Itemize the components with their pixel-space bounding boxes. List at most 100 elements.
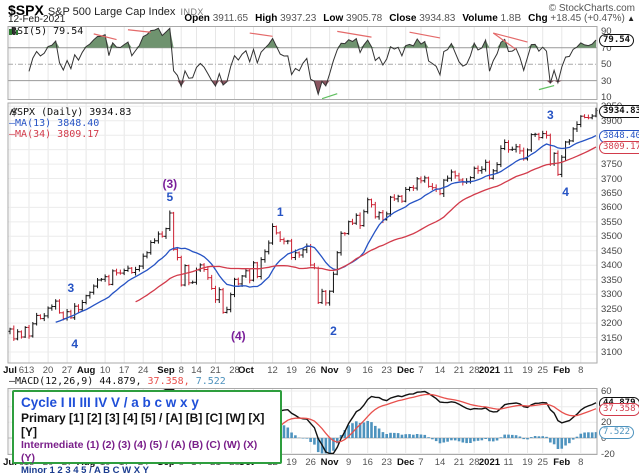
rsi-y-tick: 10 [601, 92, 612, 103]
ma13-line [55, 135, 597, 323]
x-tick-label: 17 [118, 365, 130, 376]
x-tick-label: Feb [553, 457, 571, 468]
ew-minor-line: Minor 1 2 3 4 5 / A B C W X Y [21, 465, 149, 476]
quote-value: +18.45 (+0.47%) [547, 13, 625, 24]
rsi-trendline [127, 29, 151, 33]
price-y-tick: 3400 [601, 260, 623, 272]
rsi-y-tick: 70 [601, 42, 612, 54]
price-y-tick: 3150 [601, 332, 623, 344]
value-pill: 79.54 [599, 33, 635, 47]
price-y-tick: 3650 [601, 187, 623, 199]
ew-primary-line: Primary [1] [2] [3] [4] [5] / [A] [B] [C… [21, 411, 265, 439]
price-legend-text: $SPX (Daily) 3934.83 [11, 107, 132, 118]
ma34-legend: —MA(34) 3809.17 [9, 129, 131, 140]
header-row-1: $SPX S&P 500 Large Cap Index INDX [8, 2, 204, 20]
x-tick-label: 11 [503, 457, 514, 468]
price-y-tick: 3700 [601, 173, 623, 185]
x-tick-label: 19 [522, 457, 533, 468]
ma34-legend-text: MA(34) 3809.17 [15, 129, 100, 140]
price-y-tick: 3600 [601, 202, 623, 214]
macd-name: MACD(12,26,9) 44.879, [15, 376, 142, 387]
exchange-label: INDX [180, 7, 204, 17]
ew-cycle-line: Cycle I II III IV V / a b c w x y [21, 395, 199, 410]
price-y-tick: 3500 [601, 231, 623, 243]
rsi-line [28, 27, 597, 96]
index-name: S&P 500 Large Cap Index [47, 6, 176, 18]
price-y-tick: 3900 [601, 115, 623, 127]
price-y-tick: 3200 [601, 318, 623, 330]
price-y-tick: 3750 [601, 159, 623, 171]
x-tick-label: Aug [76, 365, 96, 376]
macd-signal-value: 37.358, [147, 376, 190, 387]
rsi-trendline [409, 31, 441, 39]
rsi-legend-text: RSI(5) 79.54 [11, 26, 84, 37]
rsi-trendline [249, 32, 273, 37]
rsi-trendline [93, 33, 117, 41]
x-tick-label: 19 [286, 457, 297, 468]
symbol: $SPX [8, 2, 44, 18]
x-tick-label: 25 [537, 457, 548, 468]
quote-value: 3911.65 [209, 13, 249, 24]
x-tick-label: 8 [578, 365, 584, 376]
rsi-y-tick: 30 [601, 75, 612, 87]
macd-value: 44.879 [99, 376, 136, 387]
x-tick-label: 26 [305, 457, 316, 468]
x-tick-label: 21 [210, 365, 221, 376]
rsi-oversold-fill [29, 80, 596, 95]
quote-value: 1.8B [497, 13, 522, 24]
rsi-legend: RSI(5) 79.54 [9, 26, 83, 37]
x-tick-label: 7 [418, 365, 424, 376]
x-tick-label: 14 [191, 365, 202, 376]
x-tick-label: 21 [453, 365, 465, 376]
rsi-trendline [493, 32, 528, 43]
x-tick-label: 21 [453, 457, 465, 468]
price-y-tick: 3300 [601, 289, 623, 301]
x-tick-label: Dec [397, 365, 415, 376]
macd-legend: —MACD(12,26,9) 44.879, 37.358, 7.522 [9, 376, 226, 387]
wave-label: 1 [276, 205, 284, 220]
rsi-panel-border [7, 26, 598, 100]
ew-intermediate-line: Intermediate (1) (2) (3) (4) (5) / (A) (… [21, 439, 258, 464]
ma13-swatch: — [9, 118, 16, 129]
rsi-y-tick: 90 [601, 26, 612, 38]
quote-label: Open [184, 13, 210, 24]
x-tick-label: 14 [434, 457, 446, 468]
x-tick-label: 28 [468, 365, 480, 376]
quote-row: Open 3911.65 High 3937.23 Low 3905.78 Close… [177, 13, 635, 24]
x-tick-label: 14 [434, 365, 446, 376]
x-tick-label: 7 [418, 457, 424, 468]
wave-label: 2 [330, 323, 337, 338]
x-tick-label: Dec [397, 457, 415, 468]
rsi-y-tick: 50 [601, 59, 612, 71]
macd-hist-value: 7.522 [195, 376, 226, 387]
x-tick-label: Oct [238, 365, 254, 376]
x-tick-label: 9 [346, 365, 352, 376]
x-tick-label: 16 [362, 457, 373, 468]
x-tick-label: 6 [18, 365, 25, 376]
price-y-tick: 3550 [601, 216, 623, 228]
wave-label: 3 [546, 107, 554, 122]
wave-label: (4) [230, 329, 246, 344]
rsi-trendline [492, 32, 517, 50]
price-y-tick: 3250 [601, 303, 623, 315]
ma34-line [135, 146, 597, 303]
x-tick-label: 10 [99, 365, 111, 376]
x-tick-label: Feb [553, 365, 571, 376]
value-pill: 7.522 [599, 426, 635, 440]
x-tick-label: 26 [305, 365, 316, 376]
x-tick-label: 9 [346, 457, 352, 468]
wave-label: 4 [562, 185, 569, 200]
quote-label: Close [389, 13, 417, 24]
x-tick-label: Jul [3, 457, 17, 468]
value-pill: 3934.83 [599, 104, 639, 118]
x-tick-label: 2021 [478, 365, 501, 376]
value-pill: 3809.17 [599, 140, 639, 154]
x-tick-label: Nov [320, 365, 339, 376]
quote-label: Chg [528, 13, 548, 24]
x-tick-label: 19 [522, 365, 533, 376]
quote-label: High [255, 13, 278, 24]
x-tick-label: 19 [286, 365, 297, 376]
x-tick-label: 8 [578, 457, 584, 468]
quote-value: 3934.83 [416, 13, 456, 24]
